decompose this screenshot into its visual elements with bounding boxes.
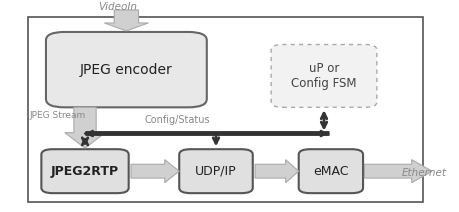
Text: uP or
Config FSM: uP or Config FSM <box>291 62 356 90</box>
FancyBboxPatch shape <box>46 32 207 107</box>
Polygon shape <box>131 160 179 183</box>
Text: JPEG Stream: JPEG Stream <box>30 111 86 120</box>
FancyBboxPatch shape <box>298 149 362 193</box>
FancyBboxPatch shape <box>179 149 252 193</box>
Text: JPEG encoder: JPEG encoder <box>80 63 173 77</box>
Text: UDP/IP: UDP/IP <box>195 165 236 178</box>
FancyBboxPatch shape <box>41 149 129 193</box>
Text: Ethernet: Ethernet <box>401 168 446 178</box>
Polygon shape <box>65 107 105 148</box>
Polygon shape <box>104 10 148 31</box>
FancyBboxPatch shape <box>270 45 376 107</box>
Polygon shape <box>254 160 298 183</box>
Polygon shape <box>364 160 431 183</box>
Text: JPEG2RTP: JPEG2RTP <box>51 165 119 178</box>
Text: eMAC: eMAC <box>313 165 348 178</box>
FancyBboxPatch shape <box>28 17 422 202</box>
Text: VideoIn: VideoIn <box>97 2 136 12</box>
Text: Config/Status: Config/Status <box>144 115 209 125</box>
